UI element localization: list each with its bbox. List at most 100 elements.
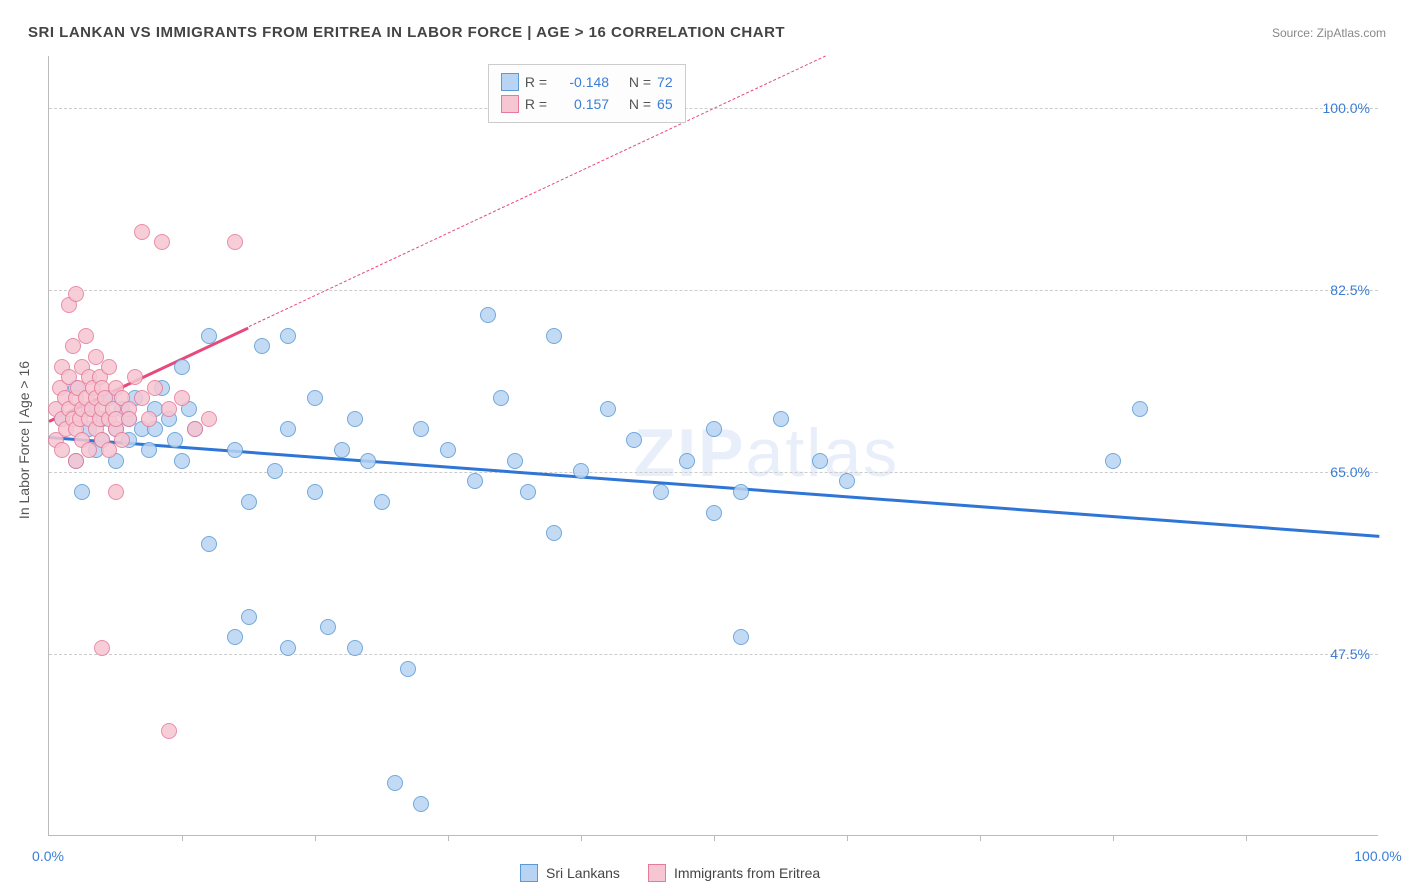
scatter-point <box>241 494 257 510</box>
scatter-point <box>141 442 157 458</box>
scatter-point <box>773 411 789 427</box>
xtick <box>847 835 848 841</box>
ytick-label: 47.5% <box>1330 646 1370 662</box>
scatter-point <box>201 536 217 552</box>
scatter-point <box>374 494 390 510</box>
scatter-point <box>280 640 296 656</box>
chart-title: SRI LANKAN VS IMMIGRANTS FROM ERITREA IN… <box>28 24 785 41</box>
scatter-point <box>307 390 323 406</box>
scatter-point <box>74 484 90 500</box>
scatter-point <box>546 525 562 541</box>
legend-label: Sri Lankans <box>546 865 620 881</box>
scatter-point <box>626 432 642 448</box>
scatter-point <box>733 484 749 500</box>
scatter-point <box>65 338 81 354</box>
scatter-point <box>387 775 403 791</box>
chart-plot-area: ZIPatlas 47.5%65.0%82.5%100.0%R =-0.148 … <box>48 56 1378 836</box>
scatter-point <box>201 328 217 344</box>
legend-item: Sri Lankans <box>520 864 620 882</box>
scatter-point <box>78 328 94 344</box>
scatter-point <box>68 286 84 302</box>
legend-swatch <box>520 864 538 882</box>
xtick <box>1113 835 1114 841</box>
scatter-point <box>254 338 270 354</box>
scatter-point <box>81 442 97 458</box>
scatter-point <box>227 234 243 250</box>
scatter-point <box>706 421 722 437</box>
scatter-point <box>101 359 117 375</box>
scatter-point <box>360 453 376 469</box>
stat-r-value: 0.157 <box>553 93 609 115</box>
scatter-point <box>400 661 416 677</box>
stat-r-value: -0.148 <box>553 71 609 93</box>
stat-n-value: 65 <box>657 93 673 115</box>
scatter-point <box>121 411 137 427</box>
scatter-point <box>493 390 509 406</box>
scatter-point <box>94 640 110 656</box>
stat-n-value: 72 <box>657 71 673 93</box>
scatter-point <box>440 442 456 458</box>
scatter-point <box>467 473 483 489</box>
scatter-point <box>227 629 243 645</box>
scatter-point <box>147 380 163 396</box>
xtick-label-min: 0.0% <box>32 848 64 864</box>
stat-n-label: N = <box>629 93 651 115</box>
scatter-point <box>114 432 130 448</box>
legend-swatch <box>648 864 666 882</box>
scatter-point <box>1105 453 1121 469</box>
scatter-point <box>413 796 429 812</box>
scatter-point <box>227 442 243 458</box>
gridline <box>49 290 1378 291</box>
scatter-point <box>280 421 296 437</box>
scatter-point <box>600 401 616 417</box>
scatter-point <box>733 629 749 645</box>
scatter-point <box>68 453 84 469</box>
scatter-point <box>167 432 183 448</box>
gridline <box>49 472 1378 473</box>
scatter-point <box>267 463 283 479</box>
ytick-label: 82.5% <box>1330 282 1370 298</box>
stats-legend-row: R = -0.148 N = 72 <box>501 71 673 93</box>
y-axis-label: In Labor Force | Age > 16 <box>16 361 32 519</box>
stat-r-label: R = <box>525 71 547 93</box>
scatter-point <box>520 484 536 500</box>
scatter-point <box>174 359 190 375</box>
scatter-point <box>174 453 190 469</box>
stats-legend: R = -0.148 N = 72 R = 0.157 N = 65 <box>488 64 686 123</box>
scatter-point <box>101 442 117 458</box>
scatter-point <box>320 619 336 635</box>
scatter-point <box>307 484 323 500</box>
scatter-point <box>127 369 143 385</box>
xtick <box>315 835 316 841</box>
scatter-point <box>154 234 170 250</box>
scatter-point <box>141 411 157 427</box>
scatter-point <box>347 640 363 656</box>
scatter-point <box>347 411 363 427</box>
scatter-point <box>413 421 429 437</box>
scatter-point <box>653 484 669 500</box>
scatter-point <box>679 453 695 469</box>
gridline <box>49 654 1378 655</box>
scatter-point <box>161 401 177 417</box>
ytick-label: 100.0% <box>1323 100 1370 116</box>
scatter-point <box>573 463 589 479</box>
stats-legend-row: R = 0.157 N = 65 <box>501 93 673 115</box>
xtick <box>182 835 183 841</box>
scatter-point <box>480 307 496 323</box>
scatter-point <box>839 473 855 489</box>
scatter-point <box>108 484 124 500</box>
stat-n-label: N = <box>629 71 651 93</box>
xtick <box>1246 835 1247 841</box>
watermark: ZIPatlas <box>634 414 899 492</box>
scatter-point <box>201 411 217 427</box>
source-label: Source: ZipAtlas.com <box>1272 26 1386 40</box>
scatter-point <box>706 505 722 521</box>
scatter-point <box>174 390 190 406</box>
regression-line <box>49 436 1379 538</box>
legend-swatch <box>501 95 519 113</box>
scatter-point <box>241 609 257 625</box>
stat-r-label: R = <box>525 93 547 115</box>
scatter-point <box>134 224 150 240</box>
xtick <box>714 835 715 841</box>
xtick-label-max: 100.0% <box>1354 848 1401 864</box>
